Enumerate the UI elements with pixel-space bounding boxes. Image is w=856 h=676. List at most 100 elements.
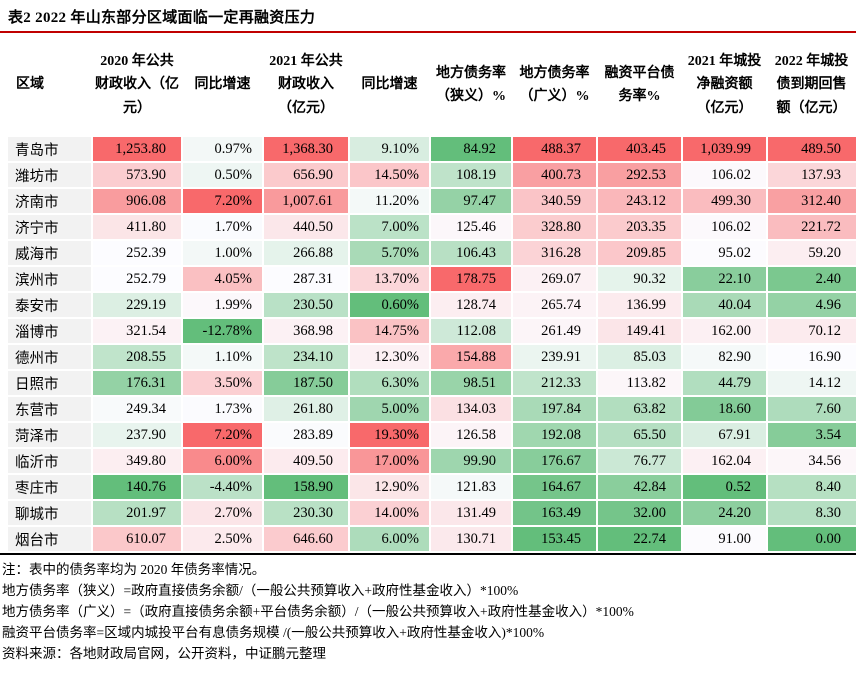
value-cell-yoy-growth-2021: 6.30%	[348, 370, 430, 397]
value-cell-revenue-2020: 349.80	[91, 448, 182, 475]
table-row: 青岛市 1,253.80 0.97% 1,368.30 9.10% 84.92 488.37…	[8, 137, 856, 163]
value-cell-yoy-growth-2021: 6.00%	[348, 526, 430, 553]
value-cell-revenue-2020: 610.07	[91, 526, 182, 553]
region-cell: 德州市	[8, 344, 92, 371]
column-header-revenue-2021: 2021 年公共财政收入（亿元）	[263, 33, 349, 137]
value-cell-lgfv-bonds-due-2022: 137.93	[766, 162, 856, 189]
column-header-yoy-growth-2021: 同比增速	[349, 33, 430, 137]
value-cell-debt-ratio-broad: 269.07	[511, 266, 597, 293]
value-cell-net-lgfv-financing-2021: 106.02	[681, 214, 767, 241]
region-cell: 济南市	[8, 188, 92, 215]
value-cell-yoy-growth-2020: 4.05%	[181, 266, 263, 293]
note-line: 注：表中的债务率均为 2020 年债务率情况。	[2, 562, 266, 577]
value-cell-net-lgfv-financing-2021: 44.79	[681, 370, 767, 397]
value-cell-platform-debt-ratio: 42.84	[596, 474, 682, 501]
value-cell-platform-debt-ratio: 65.50	[596, 422, 682, 449]
region-cell: 临沂市	[8, 448, 92, 475]
value-cell-revenue-2021: 261.80	[262, 396, 349, 423]
value-cell-debt-ratio-broad: 328.80	[511, 214, 597, 241]
value-cell-yoy-growth-2021: 13.70%	[348, 266, 430, 293]
value-cell-platform-debt-ratio: 292.53	[596, 162, 682, 189]
value-cell-revenue-2021: 409.50	[262, 448, 349, 475]
value-cell-debt-ratio-broad: 192.08	[511, 422, 597, 449]
value-cell-yoy-growth-2020: 1.73%	[181, 396, 263, 423]
value-cell-debt-ratio-broad: 163.49	[511, 500, 597, 527]
refinancing-pressure-table: 区域 2020 年公共财政收入（亿元） 同比增速 2021 年公共财政收入（亿元） 同比…	[8, 33, 856, 553]
value-cell-lgfv-bonds-due-2022: 34.56	[766, 448, 856, 475]
table-bottom-rule	[0, 553, 856, 555]
region-cell: 青岛市	[8, 137, 92, 163]
table-row: 东营市 249.34 1.73% 261.80 5.00% 134.03 197.84 63.…	[8, 396, 856, 423]
column-header-yoy-growth-2020: 同比增速	[182, 33, 263, 137]
note-line: 融资平台债务率=区域内城投平台有息债务规模 /(一般公共预算收入+政府性基金收入…	[2, 625, 545, 640]
value-cell-revenue-2020: 1,253.80	[91, 137, 182, 163]
region-cell: 潍坊市	[8, 162, 92, 189]
region-cell: 泰安市	[8, 292, 92, 319]
value-cell-yoy-growth-2020: 0.97%	[181, 137, 263, 163]
value-cell-revenue-2020: 229.19	[91, 292, 182, 319]
value-cell-debt-ratio-narrow: 131.49	[429, 500, 512, 527]
value-cell-revenue-2020: 252.79	[91, 266, 182, 293]
value-cell-yoy-growth-2021: 14.50%	[348, 162, 430, 189]
value-cell-yoy-growth-2020: -12.78%	[181, 318, 263, 345]
value-cell-net-lgfv-financing-2021: 0.52	[681, 474, 767, 501]
value-cell-lgfv-bonds-due-2022: 70.12	[766, 318, 856, 345]
value-cell-debt-ratio-broad: 176.67	[511, 448, 597, 475]
value-cell-debt-ratio-narrow: 134.03	[429, 396, 512, 423]
value-cell-revenue-2021: 230.30	[262, 500, 349, 527]
note-line: 地方债务率（狭义）=政府直接债务余额/（一般公共预算收入+政府性基金收入）*10…	[2, 583, 519, 598]
value-cell-debt-ratio-broad: 265.74	[511, 292, 597, 319]
table-row: 潍坊市 573.90 0.50% 656.90 14.50% 108.19 400.73 29…	[8, 162, 856, 189]
value-cell-revenue-2021: 287.31	[262, 266, 349, 293]
value-cell-revenue-2021: 283.89	[262, 422, 349, 449]
region-cell: 日照市	[8, 370, 92, 397]
value-cell-debt-ratio-broad: 164.67	[511, 474, 597, 501]
value-cell-net-lgfv-financing-2021: 18.60	[681, 396, 767, 423]
value-cell-platform-debt-ratio: 76.77	[596, 448, 682, 475]
value-cell-yoy-growth-2021: 9.10%	[348, 137, 430, 163]
value-cell-yoy-growth-2020: 2.50%	[181, 526, 263, 553]
column-header-lgfv-bonds-due-2022: 2022 年城投债到期回售额（亿元）	[767, 33, 856, 137]
column-header-debt-ratio-broad: 地方债务率（广义）%	[512, 33, 597, 137]
value-cell-debt-ratio-narrow: 106.43	[429, 240, 512, 267]
value-cell-revenue-2021: 266.88	[262, 240, 349, 267]
column-header-platform-debt-ratio: 融资平台债务率%	[597, 33, 682, 137]
value-cell-net-lgfv-financing-2021: 40.04	[681, 292, 767, 319]
value-cell-lgfv-bonds-due-2022: 3.54	[766, 422, 856, 449]
value-cell-yoy-growth-2021: 12.30%	[348, 344, 430, 371]
value-cell-revenue-2021: 234.10	[262, 344, 349, 371]
value-cell-platform-debt-ratio: 203.35	[596, 214, 682, 241]
value-cell-platform-debt-ratio: 90.32	[596, 266, 682, 293]
table-row: 威海市 252.39 1.00% 266.88 5.70% 106.43 316.28 209…	[8, 240, 856, 267]
region-cell: 烟台市	[8, 526, 92, 553]
value-cell-yoy-growth-2021: 5.00%	[348, 396, 430, 423]
value-cell-platform-debt-ratio: 85.03	[596, 344, 682, 371]
value-cell-lgfv-bonds-due-2022: 4.96	[766, 292, 856, 319]
value-cell-revenue-2020: 252.39	[91, 240, 182, 267]
note-line: 地方债务率（广义）=（政府直接债务余额+平台债务余额）/（一般公共预算收入+政府…	[2, 604, 634, 619]
value-cell-revenue-2021: 1,007.61	[262, 188, 349, 215]
value-cell-platform-debt-ratio: 243.12	[596, 188, 682, 215]
note-line: 资料来源：各地财政局官网，公开资料，中证鹏元整理	[2, 646, 326, 661]
value-cell-platform-debt-ratio: 32.00	[596, 500, 682, 527]
value-cell-platform-debt-ratio: 403.45	[596, 137, 682, 163]
region-cell: 滨州市	[8, 266, 92, 293]
value-cell-debt-ratio-broad: 316.28	[511, 240, 597, 267]
value-cell-yoy-growth-2021: 0.60%	[348, 292, 430, 319]
value-cell-revenue-2020: 237.90	[91, 422, 182, 449]
value-cell-yoy-growth-2020: 7.20%	[181, 422, 263, 449]
table-row: 日照市 176.31 3.50% 187.50 6.30% 98.51 212.33 113.…	[8, 370, 856, 397]
value-cell-revenue-2020: 906.08	[91, 188, 182, 215]
table-row: 滨州市 252.79 4.05% 287.31 13.70% 178.75 269.07 90…	[8, 266, 856, 293]
table-title: 表2 2022 年山东部分区域面临一定再融资压力	[8, 10, 316, 26]
value-cell-yoy-growth-2021: 19.30%	[348, 422, 430, 449]
table-row: 淄博市 321.54 -12.78% 368.98 14.75% 112.08 261.49…	[8, 318, 856, 345]
value-cell-platform-debt-ratio: 113.82	[596, 370, 682, 397]
value-cell-platform-debt-ratio: 136.99	[596, 292, 682, 319]
value-cell-revenue-2020: 573.90	[91, 162, 182, 189]
column-header-region: 区域	[8, 33, 92, 137]
value-cell-yoy-growth-2021: 14.75%	[348, 318, 430, 345]
region-cell: 枣庄市	[8, 474, 92, 501]
table-row: 烟台市 610.07 2.50% 646.60 6.00% 130.71 153.45 22.…	[8, 526, 856, 553]
value-cell-net-lgfv-financing-2021: 22.10	[681, 266, 767, 293]
